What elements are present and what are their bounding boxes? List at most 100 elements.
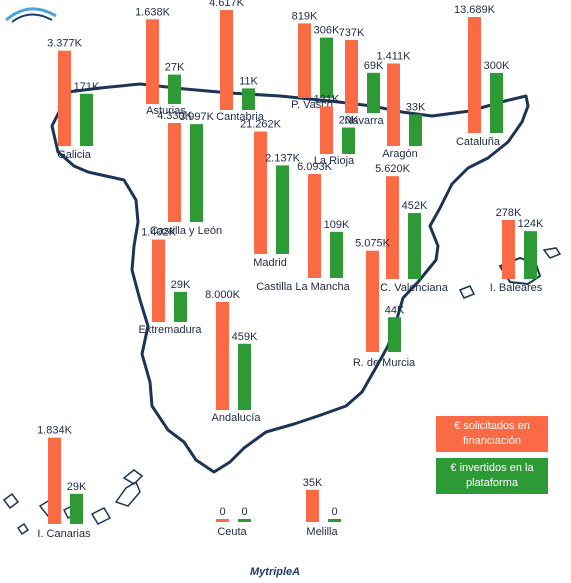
region-label-madrid: Madrid — [253, 257, 287, 269]
value-label-requested-castilla-y-le-n: 4.330K — [157, 110, 193, 122]
value-label-invested-asturias: 27K — [165, 62, 185, 74]
value-label-invested-i-baleares: 124K — [518, 218, 544, 230]
bar-invested-extremadura — [174, 291, 187, 322]
bar-requested-castilla-y-le-n — [168, 123, 181, 222]
value-label-requested-i-canarias: 1.834K — [37, 425, 73, 437]
bar-invested-ceuta — [238, 519, 251, 522]
bar-invested-r-de-murcia — [388, 317, 401, 352]
value-label-requested-p-vasco: 819K — [292, 10, 318, 22]
region-label-cantabria: Cantabria — [216, 111, 265, 123]
region-label-r-de-murcia: R. de Murcia — [353, 357, 416, 369]
value-label-requested-i-baleares: 278K — [496, 207, 522, 219]
region-label-ceuta: Ceuta — [217, 526, 247, 538]
bar-invested-i-baleares — [524, 231, 537, 279]
region-label-i-canarias: I. Canarias — [37, 528, 91, 540]
value-label-invested-arag-n: 33K — [406, 101, 426, 113]
value-label-requested-extremadura: 1.402K — [141, 227, 177, 239]
region-label-andaluc-a: Andalucía — [212, 412, 262, 424]
value-label-invested-p-vasco: 306K — [314, 25, 340, 37]
mytriplea-logo-text: MytripleA — [250, 566, 301, 578]
value-label-invested-c-valenciana: 452K — [402, 200, 428, 212]
value-label-invested-ceuta: 0 — [241, 506, 247, 518]
region-label-melilla: Melilla — [306, 526, 338, 538]
value-label-requested-la-rioja: 121K — [314, 93, 340, 105]
value-label-invested-extremadura: 29K — [171, 279, 191, 291]
region-label-castilla-y-le-n: Castilla y León — [150, 225, 222, 237]
value-label-invested-galicia: 171K — [74, 81, 100, 93]
bar-invested-cantabria — [242, 88, 255, 110]
bar-requested-extremadura — [152, 239, 165, 322]
bar-invested-navarra — [367, 72, 380, 113]
value-label-invested-andaluc-a: 459K — [232, 331, 258, 343]
bar-invested-galicia — [80, 93, 93, 146]
region-label-c-valenciana: C. Valenciana — [380, 282, 449, 294]
island-ibiza — [458, 285, 476, 299]
value-label-requested-catalu-a: 13.689K — [454, 4, 496, 16]
bar-requested-madrid — [254, 131, 267, 254]
bar-requested-navarra — [345, 39, 358, 114]
bar-requested-asturias — [146, 19, 159, 105]
value-label-requested-navarra: 737K — [339, 27, 365, 39]
value-label-requested-asturias: 1.638K — [135, 6, 171, 18]
bar-invested-castilla-y-le-n — [190, 124, 203, 222]
value-label-requested-melilla: 35K — [303, 477, 323, 489]
bar-requested-c-valenciana — [386, 176, 399, 279]
bar-invested-la-rioja — [342, 127, 355, 154]
island-canary-5 — [90, 507, 112, 525]
value-label-invested-i-canarias: 29K — [67, 481, 87, 493]
region-label-galicia: Galicia — [57, 149, 92, 161]
bar-invested-castilla-la-mancha — [330, 231, 343, 278]
island-canary-1 — [2, 492, 20, 510]
legend-requested-label: € solicitados en financiación — [454, 420, 530, 447]
legend-invested-label: € invertidos en la plataforma — [450, 462, 534, 489]
region-label-extremadura: Extremadura — [139, 324, 203, 336]
region-label-arag-n: Aragón — [382, 148, 417, 160]
mytriplea-logo-icon — [5, 7, 57, 23]
bar-invested-asturias — [168, 74, 181, 104]
bar-requested-la-rioja — [320, 106, 333, 154]
bar-requested-catalu-a — [468, 17, 481, 133]
bar-invested-andaluc-a — [238, 343, 251, 410]
legend-invested: € invertidos en la plataforma — [436, 458, 548, 494]
region-label-castilla-la-mancha: Castilla La Mancha — [256, 281, 350, 293]
bar-requested-p-vasco — [298, 23, 311, 98]
value-label-invested-r-de-murcia: 44K — [385, 304, 405, 316]
value-label-requested-castilla-la-mancha: 6.093K — [297, 161, 333, 173]
value-label-requested-ceuta: 0 — [219, 506, 225, 518]
bar-invested-melilla — [328, 519, 341, 522]
value-label-invested-castilla-y-le-n: 3.997K — [179, 111, 215, 123]
region-label-i-baleares: I. Baleares — [490, 282, 543, 294]
bar-invested-c-valenciana — [408, 213, 421, 279]
bar-requested-ceuta — [216, 519, 229, 522]
bar-requested-i-canarias — [48, 437, 61, 524]
value-label-invested-catalu-a: 300K — [484, 60, 510, 72]
region-label-la-rioja: La Rioja — [314, 155, 355, 167]
region-label-catalu-a: Cataluña — [456, 136, 501, 148]
bar-requested-galicia — [58, 50, 71, 147]
value-label-invested-madrid: 2.137K — [265, 152, 301, 164]
bar-invested-p-vasco — [320, 37, 333, 98]
region-label-navarra: Navarra — [344, 115, 384, 127]
bar-requested-cantabria — [220, 10, 233, 111]
legend-requested: € solicitados en financiación — [436, 416, 548, 452]
bar-requested-castilla-la-mancha — [308, 173, 321, 278]
value-label-requested-madrid: 21.262K — [240, 119, 282, 131]
island-canary-7 — [122, 469, 144, 485]
value-label-requested-arag-n: 1.411K — [376, 50, 411, 62]
bar-invested-i-canarias — [70, 493, 83, 524]
bar-requested-i-baleares — [502, 219, 515, 279]
value-label-invested-melilla: 0 — [331, 506, 337, 518]
value-label-invested-cantabria: 11K — [239, 75, 258, 87]
value-label-invested-la-rioja: 20K — [339, 115, 359, 127]
bar-requested-melilla — [306, 489, 319, 522]
value-label-requested-andaluc-a: 8.000K — [205, 289, 241, 301]
value-label-invested-castilla-la-mancha: 109K — [324, 219, 350, 231]
value-label-requested-cantabria: 4.617K — [209, 0, 245, 9]
bar-requested-r-de-murcia — [366, 250, 379, 352]
value-label-requested-c-valenciana: 5.620K — [375, 163, 411, 175]
spain-map-outline — [50, 82, 530, 474]
bar-requested-andaluc-a — [216, 301, 229, 410]
island-canary-2 — [16, 522, 30, 536]
